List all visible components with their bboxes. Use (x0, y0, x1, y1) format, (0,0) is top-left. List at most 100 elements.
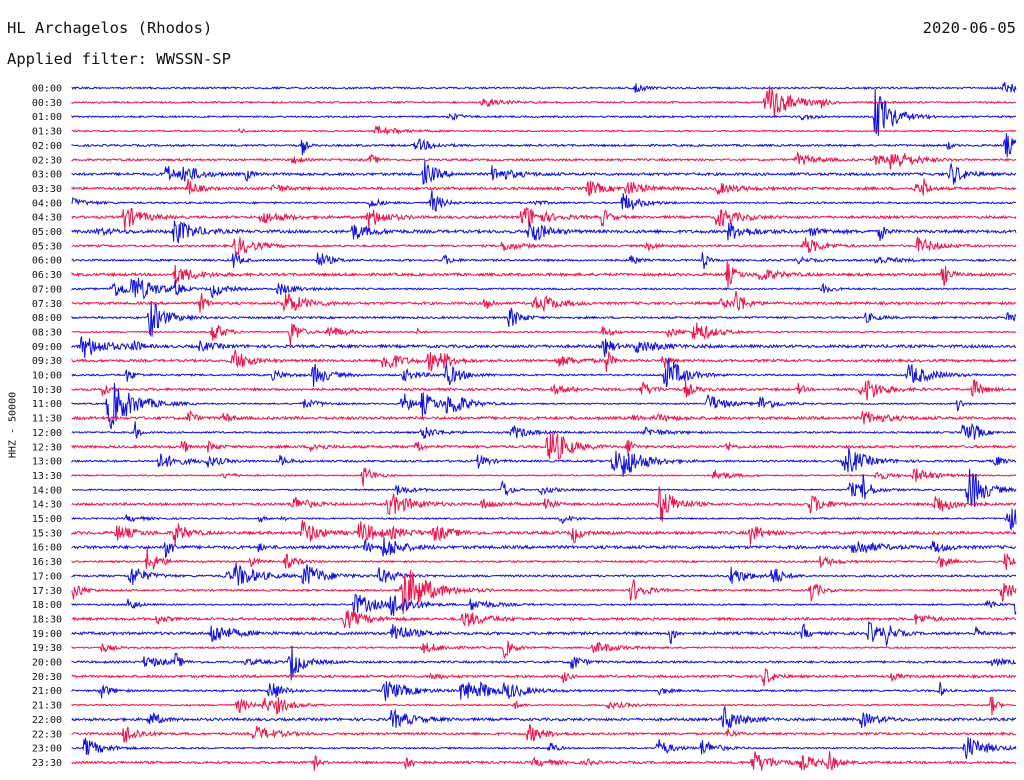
tick-label-group: 00:00 00:30 01:00 01:30 02:00 02:30 03:00 03:30… (32, 84, 62, 769)
row-time-label: 01:00 (32, 112, 62, 123)
trace-line (71, 379, 1017, 401)
trace-line (71, 85, 1017, 117)
row-time-label: 03:30 (32, 184, 62, 195)
trace-line (71, 696, 1017, 716)
row-time-label: 00:00 (32, 84, 62, 95)
row-time-label: 20:30 (32, 672, 62, 683)
trace-line (71, 207, 1017, 230)
trace-line (71, 569, 1017, 615)
trace-line (71, 220, 1017, 243)
trace-line (71, 508, 1017, 531)
row-time-label: 08:30 (32, 327, 62, 338)
row-time-label: 18:30 (32, 614, 62, 625)
trace-line (71, 705, 1017, 729)
trace-line (71, 357, 1017, 388)
trace-line (71, 336, 1017, 358)
trace-line (71, 486, 1017, 522)
trace-line (71, 681, 1017, 701)
row-time-label: 09:00 (32, 342, 62, 353)
row-time-label: 21:00 (32, 686, 62, 697)
trace-line (71, 382, 1017, 430)
trace-line (71, 751, 1017, 771)
row-time-label: 21:30 (32, 701, 62, 712)
trace-line (71, 410, 1017, 425)
row-time-label: 14:30 (32, 500, 62, 511)
trace-line (71, 447, 1017, 477)
trace-line (71, 349, 1017, 372)
trace-line (71, 421, 1017, 440)
row-time-label: 13:30 (32, 471, 62, 482)
trace-line (71, 178, 1017, 197)
row-time-label: 14:00 (32, 485, 62, 496)
trace-line (71, 621, 1017, 648)
trace-line (71, 290, 1017, 313)
row-time-label: 02:30 (32, 155, 62, 166)
trace-line (71, 301, 1017, 337)
trace-line (71, 640, 1017, 660)
row-time-label: 17:30 (32, 586, 62, 597)
trace-line (71, 150, 1016, 170)
station-title: HL Archagelos (Rhodos) (7, 19, 213, 37)
filter-label: Applied filter: WWSSN-SP (7, 50, 231, 68)
row-time-label: 07:00 (32, 284, 62, 295)
trace-line (71, 190, 1017, 212)
trace-line (71, 537, 1017, 559)
trace-line (71, 252, 1017, 269)
trace-line (71, 593, 1017, 616)
row-time-label: 16:00 (32, 543, 62, 554)
trace-line (71, 723, 1016, 743)
row-time-label: 11:00 (32, 399, 62, 410)
trace-line (71, 467, 1017, 487)
row-time-label: 12:00 (32, 428, 62, 439)
row-time-label: 06:00 (32, 256, 62, 267)
row-time-label: 04:00 (32, 198, 62, 209)
row-time-label: 05:30 (32, 241, 62, 252)
row-time-label: 18:00 (32, 600, 62, 611)
row-time-label: 03:00 (32, 170, 62, 181)
trace-line (71, 322, 1017, 346)
row-time-label: 22:30 (32, 729, 62, 740)
row-time-label: 05:00 (32, 227, 62, 238)
trace-line (71, 737, 1017, 759)
row-time-label: 06:30 (32, 270, 62, 281)
trace-line (71, 160, 1016, 185)
row-time-label: 23:30 (32, 758, 62, 769)
trace-line (71, 260, 1017, 288)
row-time-label: 07:30 (32, 299, 62, 310)
trace-group (71, 82, 1017, 771)
row-time-label: 10:00 (32, 371, 62, 382)
trace-line (71, 548, 1016, 570)
row-time-label: 19:30 (32, 643, 62, 654)
trace-line (72, 468, 1017, 507)
row-time-label: 20:00 (32, 658, 62, 669)
trace-line (71, 562, 1017, 586)
trace-line (71, 89, 1017, 136)
row-time-label: 02:00 (32, 141, 62, 152)
row-time-label: 19:00 (32, 629, 62, 640)
trace-line (71, 277, 1017, 300)
trace-line (71, 236, 1017, 257)
row-time-label: 00:30 (32, 98, 62, 109)
row-time-label: 08:00 (32, 313, 62, 324)
row-time-label: 13:00 (32, 457, 62, 468)
trace-line (71, 432, 1016, 460)
row-time-label: 01:30 (32, 127, 62, 138)
trace-line (71, 133, 1017, 158)
row-time-label: 17:00 (32, 571, 62, 582)
trace-line (71, 82, 1017, 94)
trace-line (71, 667, 1017, 687)
trace-line (71, 609, 1017, 629)
row-time-label: 04:30 (32, 213, 62, 224)
trace-line (71, 125, 1017, 136)
date-label: 2020-06-05 (922, 19, 1016, 37)
trace-line (71, 645, 1017, 681)
row-time-label: 15:00 (32, 514, 62, 525)
row-time-label: 09:30 (32, 356, 62, 367)
row-time-label: 10:30 (32, 385, 62, 396)
row-time-label: 23:00 (32, 744, 62, 755)
row-time-label: 22:00 (32, 715, 62, 726)
row-time-label: 12:30 (32, 442, 62, 453)
trace-line (71, 520, 1017, 546)
row-time-label: 11:30 (32, 414, 62, 425)
